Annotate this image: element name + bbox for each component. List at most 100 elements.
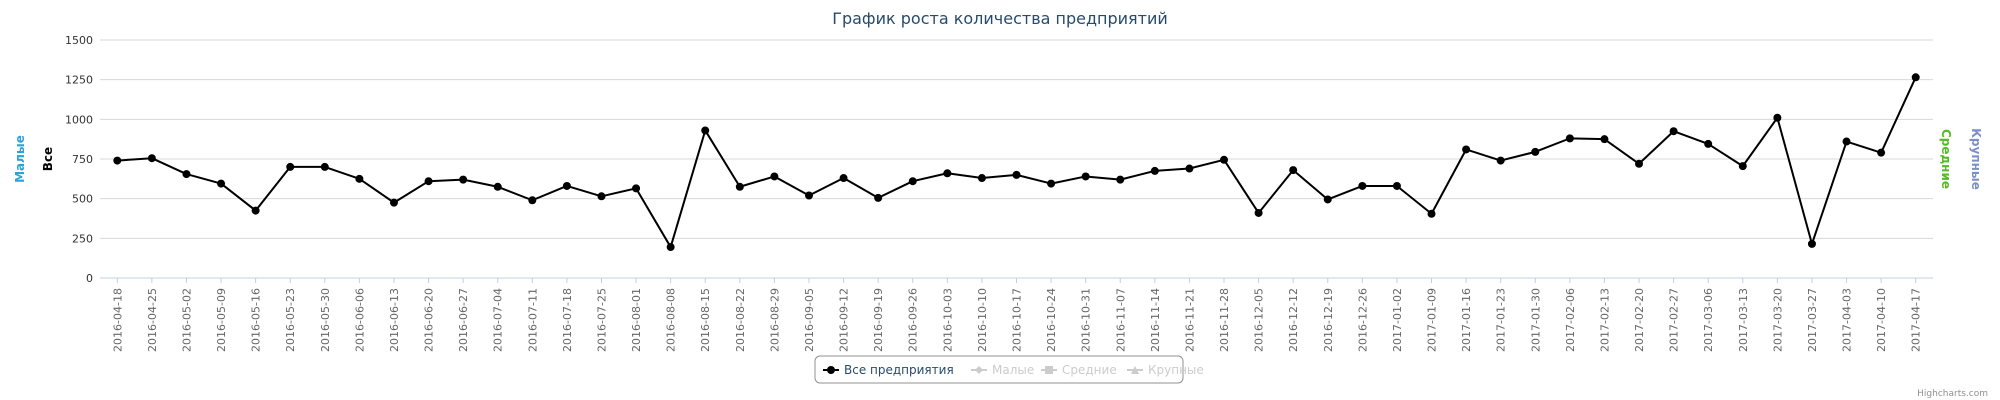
data-point[interactable]	[320, 162, 329, 171]
data-point[interactable]	[147, 154, 156, 163]
x-tick-label: 2017-01-23	[1495, 288, 1508, 352]
x-tick-label: 2016-09-05	[803, 288, 816, 352]
data-point[interactable]	[735, 182, 744, 191]
data-point[interactable]	[182, 170, 191, 179]
y-tick-label: 750	[72, 153, 93, 166]
x-tick-label: 2016-09-26	[907, 288, 920, 352]
legend-box	[814, 355, 1184, 384]
data-point[interactable]	[1392, 181, 1401, 190]
legend[interactable]: Все предприятия Малые Средние Крупные	[814, 355, 1204, 384]
data-point[interactable]	[1012, 170, 1021, 179]
data-point[interactable]	[1531, 147, 1540, 156]
x-tick-label: 2016-09-12	[838, 288, 851, 352]
y-tick-label: 500	[72, 193, 93, 206]
data-point[interactable]	[1704, 139, 1713, 148]
data-point[interactable]	[839, 174, 848, 183]
data-point[interactable]	[1738, 162, 1747, 171]
data-point[interactable]	[1081, 172, 1090, 181]
data-point[interactable]	[1669, 127, 1678, 136]
legend-item[interactable]: Малые	[971, 363, 1034, 377]
data-point[interactable]	[804, 191, 813, 200]
data-point[interactable]	[632, 184, 641, 193]
x-tick-label: 2017-04-17	[1910, 288, 1923, 352]
x-tick-label: 2016-09-19	[872, 288, 885, 352]
x-tick-label: 2016-07-04	[492, 288, 505, 352]
x-tick-label: 2016-11-21	[1183, 288, 1196, 352]
data-point[interactable]	[1600, 135, 1609, 144]
x-tick-label: 2017-03-27	[1806, 288, 1819, 352]
x-tick-label: 2016-06-06	[353, 288, 366, 352]
data-point[interactable]	[1807, 239, 1816, 248]
data-point[interactable]	[1496, 156, 1505, 165]
credits[interactable]: Highcharts.com	[1917, 389, 1988, 399]
data-point[interactable]	[1842, 137, 1851, 146]
x-tick-label: 2016-07-25	[595, 288, 608, 352]
data-point[interactable]	[1185, 164, 1194, 173]
data-point[interactable]	[493, 182, 502, 191]
series-group	[113, 73, 1920, 252]
data-point[interactable]	[459, 175, 468, 184]
data-point[interactable]	[355, 174, 364, 183]
x-tick-label: 2017-04-03	[1841, 288, 1854, 352]
data-point[interactable]	[562, 181, 571, 190]
data-point[interactable]	[286, 162, 295, 171]
data-point[interactable]	[1877, 148, 1886, 157]
y-tick-labels: 0 250 500 750 1000 1250 1500	[65, 34, 93, 285]
data-point[interactable]	[1254, 208, 1263, 217]
data-point[interactable]	[1323, 195, 1332, 204]
data-point[interactable]	[424, 177, 433, 186]
data-point[interactable]	[908, 177, 917, 186]
data-point[interactable]	[528, 196, 537, 205]
data-point[interactable]	[113, 156, 122, 165]
data-point[interactable]	[1150, 166, 1159, 175]
data-point[interactable]	[251, 206, 260, 215]
data-point[interactable]	[1116, 175, 1125, 184]
data-point[interactable]	[770, 172, 779, 181]
data-point[interactable]	[1358, 181, 1367, 190]
data-point[interactable]	[1565, 134, 1574, 143]
data-point[interactable]	[1047, 179, 1056, 188]
x-tick-label: 2017-04-10	[1875, 288, 1888, 352]
data-point[interactable]	[597, 192, 606, 201]
data-point[interactable]	[1773, 113, 1782, 122]
x-tick-label: 2016-08-29	[768, 288, 781, 352]
data-point[interactable]	[217, 179, 226, 188]
x-tick-label: 2016-08-22	[734, 288, 747, 352]
x-tick-label: 2016-11-28	[1218, 288, 1231, 352]
axis-title: Средние	[1939, 129, 1953, 189]
x-tick-label: 2017-03-06	[1702, 288, 1715, 352]
y-tick-label: 250	[72, 232, 93, 245]
x-tick-label: 2017-02-06	[1564, 288, 1577, 352]
x-tick-label: 2017-01-02	[1391, 288, 1404, 352]
data-point[interactable]	[1911, 73, 1920, 82]
legend-item[interactable]: Крупные	[1127, 363, 1204, 377]
data-point[interactable]	[977, 174, 986, 183]
data-point[interactable]	[389, 198, 398, 207]
legend-marker	[975, 366, 983, 374]
data-point[interactable]	[666, 243, 675, 252]
data-point[interactable]	[1462, 145, 1471, 154]
data-point[interactable]	[1220, 155, 1229, 164]
x-tick-labels: 2016-04-18 2016-04-25 2016-05-02 2016-05-09…	[111, 278, 1923, 352]
x-tick-label: 2016-05-16	[250, 288, 263, 352]
data-point[interactable]	[1427, 209, 1436, 218]
grid-lines	[100, 39, 1933, 279]
x-tick-label: 2016-12-12	[1287, 288, 1300, 352]
chart-title: График роста количества предприятий	[832, 9, 1168, 28]
x-tick-label: 2017-03-13	[1737, 288, 1750, 352]
legend-item[interactable]: Все предприятия	[823, 363, 954, 377]
legend-label: Средние	[1062, 363, 1117, 377]
data-point[interactable]	[874, 193, 883, 202]
y-tick-label: 0	[86, 272, 93, 285]
data-point[interactable]	[1635, 159, 1644, 168]
x-tick-label: 2016-04-25	[146, 288, 159, 352]
x-tick-label: 2016-05-02	[180, 288, 193, 352]
x-tick-label: 2016-07-18	[561, 288, 574, 352]
x-tick-label: 2016-12-05	[1253, 288, 1266, 352]
y-tick-label: 1000	[65, 113, 93, 126]
data-point[interactable]	[701, 126, 710, 135]
legend-item[interactable]: Средние	[1041, 363, 1117, 377]
data-point[interactable]	[943, 169, 952, 178]
data-point[interactable]	[1289, 166, 1298, 175]
